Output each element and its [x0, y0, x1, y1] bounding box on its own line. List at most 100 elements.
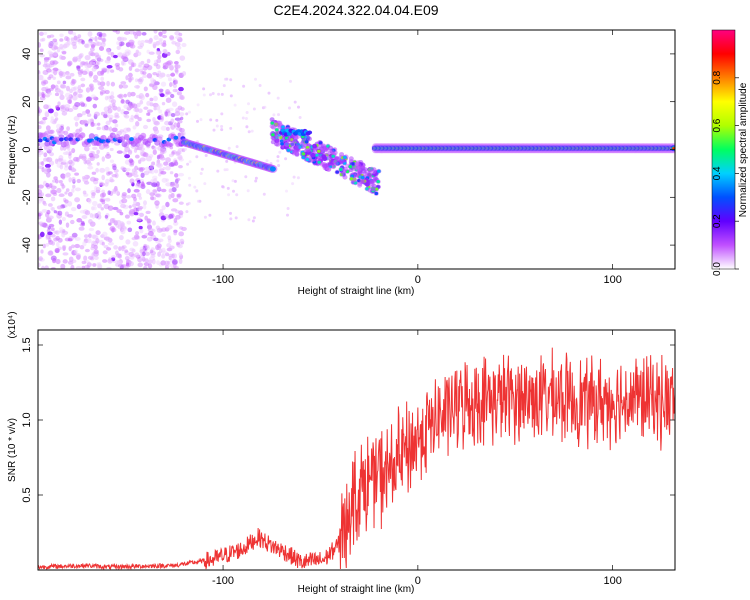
- heatmap-cell: [96, 162, 100, 166]
- heatmap-cell: [321, 154, 327, 159]
- heatmap-cell: [68, 150, 73, 156]
- heatmap-cell: [104, 89, 110, 95]
- heatmap-cell: [139, 100, 144, 105]
- heatmap-cell: [153, 237, 159, 242]
- heatmap-cell: [115, 219, 122, 225]
- heatmap-cell: [107, 258, 113, 264]
- heatmap-cell: [62, 259, 68, 264]
- heatmap-cell: [95, 238, 100, 244]
- heatmap-cell: [348, 156, 354, 161]
- heatmap-cell: [64, 173, 71, 178]
- heatmap-cell: [82, 190, 87, 195]
- heatmap-cell: [285, 189, 288, 193]
- spectrogram-y-tick-label: 0: [21, 146, 33, 152]
- heatmap-cell: [75, 253, 81, 259]
- heatmap-cell: [147, 109, 153, 113]
- spectrogram-heatmap: [38, 30, 675, 269]
- heatmap-cell: [55, 230, 60, 235]
- heatmap-cell: [38, 184, 44, 189]
- heatmap-cell: [146, 236, 153, 242]
- heatmap-cell: [369, 179, 375, 184]
- heatmap-cell: [342, 175, 348, 180]
- heatmap-cell: [88, 70, 94, 77]
- heatmap-cell: [77, 84, 82, 91]
- heatmap-cell: [231, 179, 235, 183]
- heatmap-cell: [104, 95, 109, 101]
- heatmap-cell: [357, 183, 363, 188]
- heatmap-cell: [90, 43, 96, 49]
- heatmap-cell: [138, 196, 143, 200]
- heatmap-cell: [153, 121, 160, 126]
- heatmap-cell: [50, 233, 56, 238]
- heatmap-cell: [47, 50, 52, 55]
- heatmap-cell: [67, 191, 73, 197]
- heatmap-cell: [76, 178, 82, 184]
- heatmap-cell: [87, 255, 94, 260]
- chart-title: C2E4.2024.322.04.04.E09: [273, 2, 439, 18]
- heatmap-cell: [100, 134, 107, 141]
- heatmap-cell: [64, 202, 69, 208]
- heatmap-cell: [76, 218, 83, 223]
- heatmap-cell: [52, 179, 56, 183]
- heatmap-cell: [43, 79, 49, 85]
- colorbar: 0.0 0.2 0.4 0.6 0.8 Normalized spectral ampl…: [711, 29, 749, 276]
- heatmap-cell: [71, 41, 77, 46]
- heatmap-cell: [286, 137, 292, 143]
- heatmap-cell: [151, 146, 157, 151]
- heatmap-cell: [295, 134, 300, 139]
- heatmap-cell: [152, 220, 156, 226]
- heatmap-cell: [47, 203, 53, 207]
- heatmap-cell: [61, 174, 66, 180]
- heatmap-cell: [216, 169, 220, 173]
- heatmap-cell: [47, 226, 52, 230]
- heatmap-cell: [151, 182, 158, 188]
- heatmap-cell: [180, 116, 184, 121]
- heatmap-cell: [86, 96, 93, 102]
- heatmap-cell: [93, 213, 98, 219]
- heatmap-cell: [79, 127, 83, 132]
- heatmap-cell: [122, 84, 129, 89]
- heatmap-cell: [161, 247, 166, 253]
- heatmap-cell: [181, 71, 187, 76]
- heatmap-cell: [156, 159, 161, 164]
- heatmap-cell: [65, 150, 70, 155]
- heatmap-cell: [127, 188, 131, 194]
- heatmap-cell: [68, 256, 74, 262]
- heatmap-cell: [161, 177, 168, 183]
- heatmap-cell: [272, 113, 276, 117]
- heatmap-cell: [61, 51, 67, 55]
- heatmap-cell: [163, 161, 169, 166]
- heatmap-cell: [159, 93, 165, 98]
- snr-x-tick-label: -100: [212, 575, 234, 587]
- heatmap-cell: [178, 201, 184, 205]
- heatmap-cell: [155, 104, 161, 111]
- heatmap-cell: [202, 93, 206, 97]
- heatmap-cell: [59, 94, 65, 100]
- heatmap-cell: [65, 85, 71, 92]
- heatmap-cell: [141, 181, 145, 187]
- heatmap-cell: [56, 123, 61, 130]
- heatmap-cell: [276, 159, 280, 163]
- heatmap-cell: [247, 218, 251, 222]
- heatmap-cell: [73, 35, 78, 41]
- heatmap-cell: [119, 211, 124, 216]
- heatmap-cell: [68, 177, 72, 183]
- heatmap-cell: [168, 214, 174, 219]
- heatmap-cell: [252, 216, 256, 220]
- heatmap-cell: [135, 121, 140, 127]
- heatmap-cell: [96, 262, 100, 267]
- heatmap-cell: [81, 260, 87, 265]
- heatmap-cell: [76, 113, 83, 118]
- heatmap-cell: [72, 56, 78, 62]
- heatmap-cell: [40, 119, 46, 125]
- heatmap-cell: [134, 252, 140, 258]
- heatmap-cell: [179, 132, 184, 137]
- heatmap-cell: [72, 184, 76, 189]
- heatmap-cell: [267, 91, 271, 95]
- heatmap-cell: [139, 150, 145, 154]
- heatmap-cell: [48, 215, 54, 220]
- heatmap-cell: [106, 80, 110, 87]
- heatmap-cell: [176, 155, 183, 160]
- heatmap-cell: [70, 80, 76, 86]
- heatmap-cell: [307, 130, 313, 135]
